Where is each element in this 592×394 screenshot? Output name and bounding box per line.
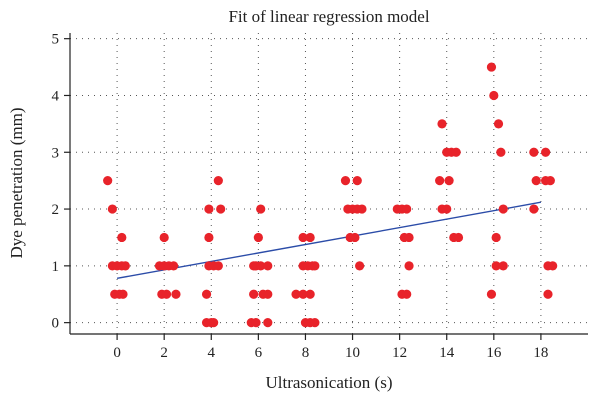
y-tick-label: 5 (52, 32, 60, 48)
x-tick-label: 12 (392, 345, 407, 361)
data-point (159, 232, 169, 243)
data-point (350, 232, 360, 243)
data-point (453, 232, 464, 243)
chart-title: Fit of linear regression model (228, 7, 429, 26)
x-tick-label: 18 (533, 345, 548, 361)
data-point (103, 176, 113, 186)
data-point (548, 261, 558, 271)
data-point (404, 261, 414, 271)
x-tick-label: 4 (208, 345, 216, 361)
data-point (442, 204, 452, 214)
data-point (213, 176, 223, 186)
data-point (213, 261, 223, 271)
data-point (120, 261, 130, 271)
data-point (531, 176, 541, 186)
data-point (161, 289, 172, 299)
y-tick-label: 0 (52, 316, 60, 332)
data-point (310, 261, 320, 271)
x-tick-label: 14 (439, 345, 455, 361)
x-tick-label: 10 (345, 345, 360, 361)
y-tick-label: 3 (52, 145, 60, 161)
data-point (355, 261, 365, 271)
data-point (263, 289, 273, 299)
y-tick-label: 1 (52, 259, 60, 275)
data-point (253, 232, 263, 243)
data-point (263, 261, 273, 271)
y-tick-label: 2 (52, 202, 60, 218)
data-point (291, 289, 301, 299)
y-tick-label: 4 (52, 88, 60, 104)
data-point (352, 176, 362, 186)
data-point (493, 119, 504, 129)
data-point (545, 176, 555, 186)
data-point (437, 119, 447, 129)
data-point (256, 204, 266, 214)
data-point (209, 318, 219, 328)
x-tick-label: 0 (113, 345, 121, 361)
data-point (310, 318, 320, 328)
grid-lines (70, 33, 588, 334)
data-point (204, 204, 214, 214)
data-point (340, 176, 351, 186)
data-point (201, 289, 212, 299)
x-tick-label: 6 (255, 345, 263, 361)
data-point (204, 232, 214, 243)
data-point (298, 289, 308, 299)
data-point (498, 204, 508, 214)
data-point (402, 204, 412, 214)
data-point (118, 289, 128, 299)
data-point (491, 232, 501, 243)
data-point (357, 204, 367, 214)
x-tick-label: 16 (486, 345, 502, 361)
data-point (263, 318, 273, 328)
x-axis-label: Ultrasonication (s) (266, 373, 393, 392)
data-point (107, 204, 117, 214)
data-point (529, 204, 539, 214)
fit-line (116, 201, 542, 280)
data-point (251, 318, 261, 328)
data-point (486, 289, 497, 299)
data-point (305, 232, 315, 243)
data-point (496, 147, 506, 157)
data-point (169, 261, 179, 271)
data-point (404, 232, 414, 243)
data-point (498, 261, 508, 271)
y-axis-label: Dye penetration (mm) (7, 107, 26, 258)
data-point (489, 90, 499, 101)
data-point (451, 147, 461, 157)
data-point (171, 289, 181, 299)
data-point (402, 289, 412, 299)
data-point (529, 147, 539, 157)
data-point (256, 261, 266, 271)
x-tick-label: 2 (160, 345, 168, 361)
data-point (541, 147, 551, 157)
data-point (305, 289, 315, 299)
regression-fit (116, 201, 542, 280)
x-tick-label: 8 (302, 345, 310, 361)
data-point (486, 62, 497, 72)
data-point (543, 289, 553, 299)
data-point (298, 232, 308, 243)
data-point (444, 176, 454, 186)
data-point (435, 176, 445, 186)
data-point (216, 204, 226, 214)
data-point (491, 261, 501, 271)
data-point (249, 289, 259, 299)
data-point (117, 232, 127, 243)
data-points (103, 62, 558, 328)
